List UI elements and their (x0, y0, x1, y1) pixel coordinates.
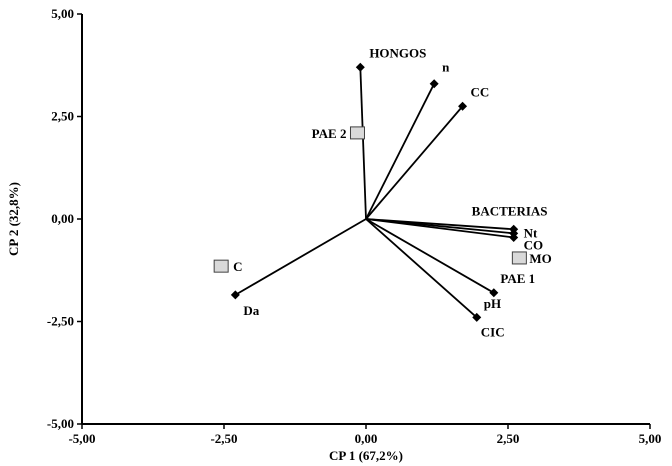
y-tick-label: -5,00 (47, 416, 74, 431)
vector-label-cc: CC (471, 84, 490, 99)
site-label-pae-1: PAE 1 (500, 271, 535, 286)
x-tick-label: 0,00 (355, 431, 378, 446)
x-tick-label: -5,00 (68, 431, 95, 446)
vector-marker-n (429, 79, 439, 89)
vector-marker-co (509, 232, 519, 242)
site-marker-pae-1 (511, 251, 527, 265)
x-axis-title: CP 1 (67,2%) (329, 448, 403, 463)
vector-line-co (365, 218, 514, 239)
vector-line-ph (365, 218, 495, 294)
vector-line-da (234, 218, 367, 296)
site-label-c: C (233, 259, 242, 274)
vector-marker-ph (489, 288, 499, 298)
vector-line-cc (365, 105, 464, 220)
vector-label-da: Da (243, 303, 259, 318)
vector-marker-hongos (355, 62, 365, 72)
y-tick-label: 5,00 (51, 6, 74, 21)
x-tick-label: -2,50 (210, 431, 237, 446)
vector-label-n: n (442, 60, 450, 75)
y-axis-title: CP 2 (32,8%) (6, 182, 21, 256)
vector-label-bacterias: BACTERIAS (472, 203, 548, 218)
vector-label-nt: Nt (524, 225, 538, 240)
x-tick-label: 2,50 (497, 431, 520, 446)
site-marker-c (213, 259, 229, 273)
y-tick-label: 0,00 (51, 211, 74, 226)
vector-line-hongos (359, 67, 367, 220)
vector-marker-da (230, 290, 240, 300)
vector-label-cic: CIC (481, 324, 505, 339)
vector-label-co: CO (524, 237, 544, 252)
site-label-pae-2: PAE 2 (312, 126, 347, 141)
vector-label-hongos: HONGOS (369, 45, 426, 60)
sites: PAE 2 PAE 1 MO C (213, 126, 552, 286)
vector-label-ph: pH (484, 296, 501, 311)
vector-line-n (365, 83, 435, 220)
site-label-mo: MO (529, 251, 551, 266)
x-tick-label: 5,00 (639, 431, 662, 446)
ticks: -5,00-5,00 -2,50 -2,50 0,00 0,00 2,50 2,50 5,00… (47, 6, 661, 446)
y-tick-label: -2,50 (47, 314, 74, 329)
vector-marker-cc (458, 101, 468, 111)
vector-marker-cic (472, 312, 482, 322)
site-marker-pae-2 (349, 126, 365, 140)
vector-line-cic (365, 218, 478, 319)
y-tick-label: 2,50 (51, 109, 74, 124)
